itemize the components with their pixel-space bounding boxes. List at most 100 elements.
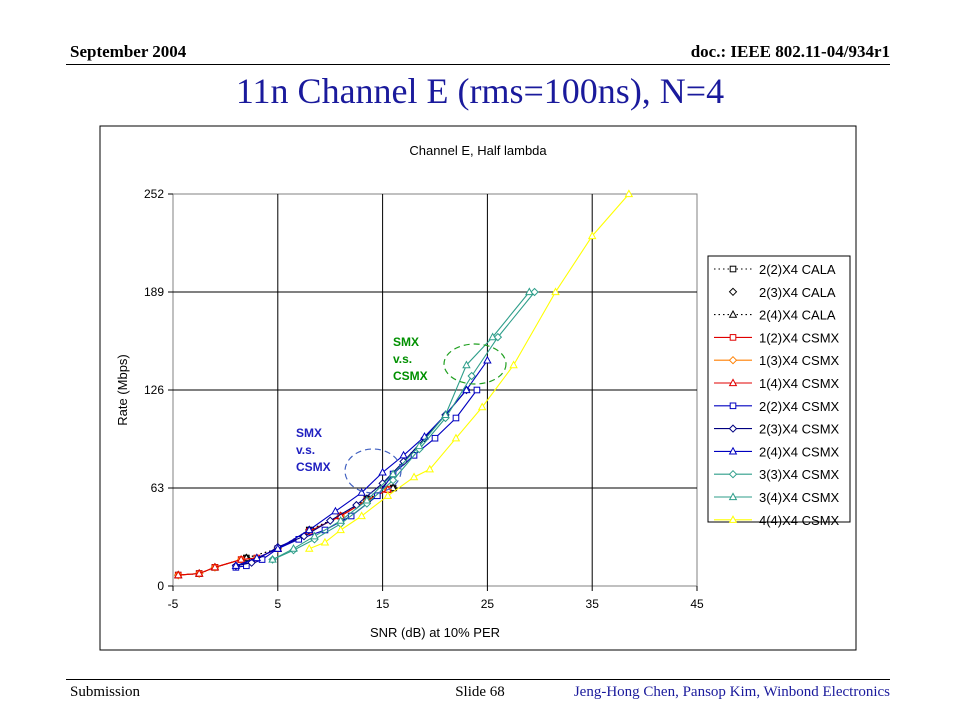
data-point <box>441 410 450 418</box>
legend-label: 4(4)X4 CSMX <box>759 513 840 528</box>
x-tick-label: 5 <box>274 597 281 611</box>
data-point <box>399 450 408 459</box>
annotation-label-1: SMX v.s. CSMX <box>296 426 331 474</box>
legend: 2(2)X4 CALA 2(3)X4 CALA 2(4)X4 CALA 1(2)X4 … <box>714 262 840 528</box>
legend-label: 3(3)X4 CSMX <box>759 467 840 482</box>
data-point <box>331 506 340 515</box>
legend-marker <box>728 446 738 455</box>
legend-label: 3(4)X4 CSMX <box>759 490 840 505</box>
annotation-circle-green <box>443 343 507 385</box>
data-point <box>462 360 471 369</box>
legend-marker <box>729 265 737 273</box>
legend-box <box>707 255 851 523</box>
legend-label: 1(4)X4 CSMX <box>759 376 840 391</box>
legend-item: 1(3)X4 CSMX <box>714 353 840 368</box>
legend-item: 2(3)X4 CALA <box>728 285 836 300</box>
x-tick-label: 15 <box>376 597 390 611</box>
data-point <box>231 561 241 569</box>
legend-item: 2(4)X4 CALA <box>714 308 836 323</box>
y-tick-label: 189 <box>144 285 164 299</box>
legend-item: 2(3)X4 CSMX <box>714 422 840 437</box>
legend-item: 3(3)X4 CSMX <box>714 467 840 482</box>
legend-item: 2(2)X4 CSMX <box>714 399 840 414</box>
data-point <box>383 491 393 499</box>
legend-item: 1(2)X4 CSMX <box>714 330 840 345</box>
annotation-line: v.s. <box>393 352 412 366</box>
data-point <box>425 464 435 473</box>
y-tick-label: 252 <box>144 187 164 201</box>
legend-marker <box>729 334 737 341</box>
data-point <box>551 287 560 296</box>
legend-label: 2(2)X4 CALA <box>759 262 836 277</box>
data-point <box>310 531 319 540</box>
slide-title: 11n Channel E (rms=100ns), N=4 <box>235 71 725 111</box>
annotation-line: SMX <box>296 426 322 440</box>
annotation-label-2: SMX v.s. CSMX <box>393 335 428 383</box>
legend-item: 4(4)X4 CSMX <box>714 513 840 528</box>
data-point <box>304 544 314 552</box>
y-tick-label: 126 <box>144 383 164 397</box>
annotation-line: CSMX <box>393 369 428 383</box>
series-group <box>173 189 634 580</box>
data-point <box>473 386 481 394</box>
header-date: September 2004 <box>70 42 187 61</box>
series-9 <box>231 355 492 569</box>
legend-label: 2(4)X4 CSMX <box>759 444 840 459</box>
x-tick-label: -5 <box>168 597 179 611</box>
data-point <box>587 231 597 240</box>
data-point <box>415 441 424 450</box>
x-tick-label: 45 <box>690 597 704 611</box>
legend-marker <box>728 469 738 479</box>
legend-marker <box>728 378 738 387</box>
data-point <box>243 562 250 570</box>
y-tick-label: 63 <box>151 481 165 495</box>
series-11 <box>268 287 534 563</box>
data-point <box>452 414 460 422</box>
legend-marker <box>728 424 738 433</box>
legend-marker <box>729 402 737 410</box>
data-point <box>336 516 345 524</box>
legend-marker <box>728 492 738 501</box>
data-point <box>378 467 387 476</box>
legend-marker <box>728 287 738 297</box>
data-point <box>431 434 439 442</box>
annotations: SMX v.s. CSMX SMX v.s. CSMX <box>296 335 428 474</box>
x-tick-label: 35 <box>586 597 600 611</box>
data-point <box>362 495 372 504</box>
legend-item: 1(4)X4 CSMX <box>714 376 840 391</box>
data-point <box>236 554 246 563</box>
data-point <box>336 525 345 534</box>
data-point <box>320 537 330 546</box>
footer-authors: Jeng-Hong Chen, Pansop Kim, Winbond Elec… <box>573 684 890 700</box>
axis-ticks: -5 5 15 25 35 45 0 63 126 189 252 <box>144 187 704 611</box>
legend-label: 2(3)X4 CALA <box>759 285 836 300</box>
data-point <box>509 360 518 369</box>
data-point <box>525 287 534 296</box>
data-point <box>409 472 419 481</box>
header-rule <box>66 64 890 65</box>
footer-submission: Submission <box>70 684 141 700</box>
data-point <box>483 355 492 364</box>
annotation-line: CSMX <box>296 460 331 474</box>
data-point <box>467 371 476 381</box>
data-point <box>194 568 204 577</box>
y-tick-label: 0 <box>157 579 164 593</box>
legend-label: 2(4)X4 CALA <box>759 308 836 323</box>
series-12 <box>304 189 634 552</box>
legend-marker <box>728 355 738 365</box>
data-point <box>388 469 398 478</box>
series-line <box>235 360 488 567</box>
legend-label: 2(2)X4 CSMX <box>759 399 840 414</box>
legend-marker <box>728 515 738 523</box>
data-point <box>357 511 366 520</box>
x-tick-label: 25 <box>481 597 495 611</box>
annotation-line: SMX <box>393 335 419 349</box>
footer-rule <box>66 679 890 680</box>
legend-item: 2(4)X4 CSMX <box>714 444 840 459</box>
data-point <box>268 554 277 563</box>
data-point <box>304 525 314 534</box>
data-point <box>388 476 398 485</box>
data-point <box>477 402 487 411</box>
data-point <box>451 433 461 442</box>
data-point <box>357 488 366 496</box>
